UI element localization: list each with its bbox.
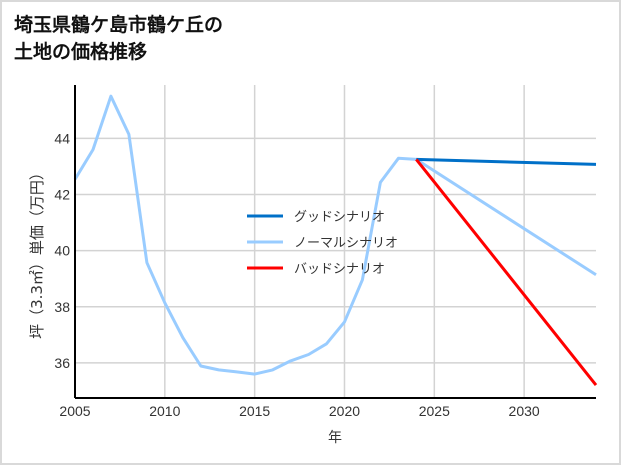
series-line-2 [73, 94, 597, 376]
title-line-2: 土地の価格推移 [14, 41, 148, 63]
title-line-1: 埼玉県鶴ケ島市鶴ケ丘の [14, 14, 224, 36]
chart-title: 埼玉県鶴ケ島市鶴ケ丘の 土地の価格推移 [14, 12, 223, 66]
x-tick-label: 2005 [59, 403, 90, 419]
x-tick-label: 2015 [239, 403, 270, 419]
y-tick-label: 44 [54, 130, 70, 146]
legend-label: グッドシナリオ [294, 210, 385, 225]
y-tick-label: 38 [54, 299, 70, 315]
x-axis-label: 年 [328, 429, 342, 445]
y-tick-label: 36 [54, 355, 70, 371]
legend-label: バッドシナリオ [294, 262, 385, 277]
series-line-1 [416, 157, 597, 166]
x-tick-label: 2010 [149, 403, 180, 419]
y-tick-label: 40 [54, 243, 70, 259]
x-tick-label: 2020 [329, 403, 360, 419]
legend-label: ノーマルシナリオ [294, 236, 398, 251]
series-line-3 [415, 158, 598, 387]
y-tick-label: 42 [54, 186, 70, 202]
x-tick-label: 2025 [419, 403, 450, 419]
x-tick-label: 2030 [509, 403, 540, 419]
y-axis-label: 坪（3.3㎡）単価（万円） [28, 165, 46, 339]
